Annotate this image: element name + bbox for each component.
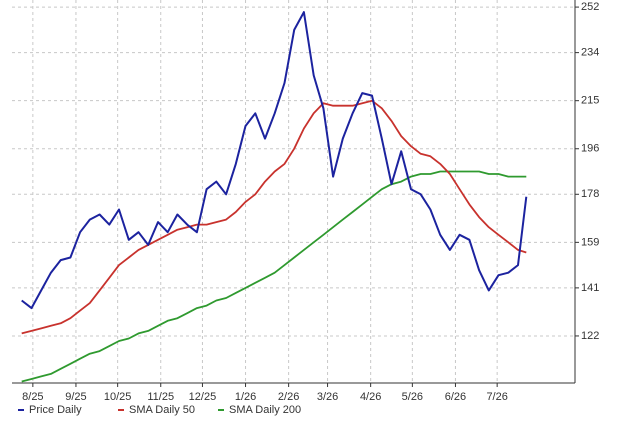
y-tick-label: 234 [581, 47, 599, 59]
legend-label: Price Daily [29, 404, 82, 416]
series-line [21, 11, 528, 310]
x-tick-label: 12/25 [189, 391, 217, 403]
y-tick-label: 159 [581, 236, 599, 248]
y-tick-label: 122 [581, 330, 599, 342]
series-line [21, 170, 527, 383]
y-tick-label: 252 [581, 1, 599, 13]
y-tick-label: 141 [581, 282, 599, 294]
legend-label: SMA Daily 50 [129, 404, 195, 416]
legend-label: SMA Daily 200 [229, 404, 301, 416]
x-tick-label: 7/26 [486, 391, 507, 403]
x-tick-label: 11/25 [147, 391, 174, 403]
x-tick-label: 10/25 [104, 391, 132, 403]
x-tick-label: 9/25 [65, 391, 86, 403]
x-tick-label: 1/26 [235, 391, 256, 403]
x-tick-label: 6/26 [445, 391, 466, 403]
x-tick-label: 8/25 [22, 391, 43, 403]
y-tick-label: 196 [581, 143, 599, 155]
y-tick-label: 178 [581, 188, 599, 200]
x-tick-label: 2/26 [278, 391, 299, 403]
x-tick-label: 3/26 [317, 391, 338, 403]
x-tick-label: 5/26 [402, 391, 423, 403]
series-line [21, 99, 527, 335]
x-tick-label: 4/26 [360, 391, 381, 403]
y-tick-label: 215 [581, 95, 599, 107]
